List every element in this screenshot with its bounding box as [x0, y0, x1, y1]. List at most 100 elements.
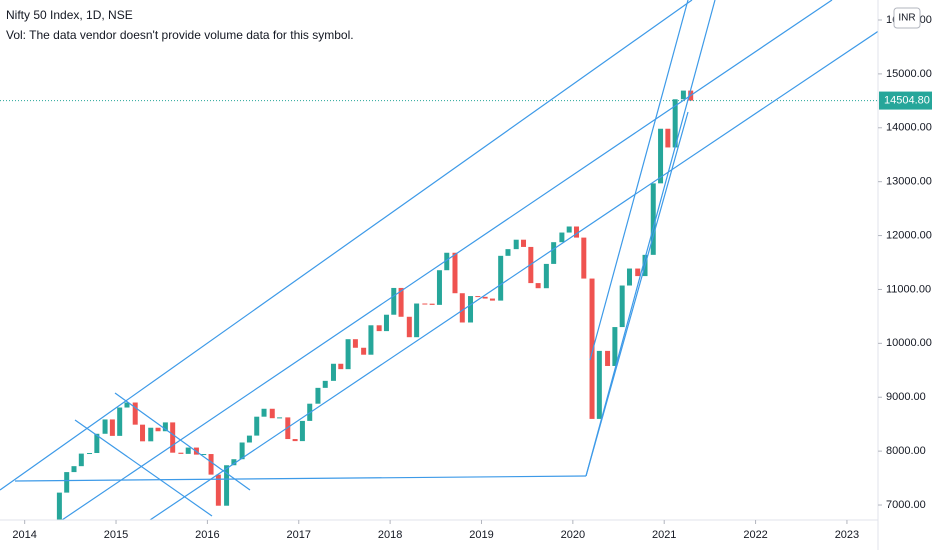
candle [109, 419, 115, 436]
candle [345, 339, 351, 370]
candle [71, 466, 77, 473]
candle [489, 298, 495, 301]
candle [231, 459, 237, 466]
y-tick-label: 8000.00 [886, 445, 926, 457]
candle [535, 283, 541, 289]
candle [672, 99, 678, 148]
candle [208, 454, 214, 475]
candle [612, 327, 618, 366]
candle [277, 417, 283, 419]
candle [521, 239, 527, 247]
y-tick-label: 13000.00 [886, 176, 932, 188]
candle [78, 453, 84, 467]
candle [49, 521, 54, 522]
candle [559, 232, 565, 243]
last-price-label: 14504.80 [884, 94, 930, 106]
x-tick-label: 2021 [652, 529, 676, 541]
candle [322, 380, 328, 388]
plot-area [0, 90, 878, 522]
candle [513, 239, 519, 250]
y-tick-label: 11000.00 [886, 283, 931, 295]
candle [162, 422, 168, 432]
trend-line [149, 30, 878, 520]
trend-lines [0, 0, 878, 520]
candle [566, 226, 572, 233]
candle [574, 226, 580, 238]
currency-box[interactable] [893, 7, 921, 29]
candle [315, 387, 321, 404]
candle [368, 325, 374, 355]
candle [551, 242, 557, 264]
candle [246, 435, 252, 443]
trend-line [114, 392, 251, 491]
candle [124, 402, 130, 408]
candle [596, 350, 602, 419]
trend-line [589, 0, 689, 361]
x-tick-label: 2023 [835, 529, 859, 541]
candle [117, 407, 123, 436]
candle [429, 303, 435, 305]
candle [292, 439, 298, 442]
candle [452, 252, 458, 294]
candle [406, 316, 412, 338]
candle [148, 427, 154, 442]
candle [482, 296, 488, 299]
candle [444, 252, 450, 271]
candle [56, 492, 62, 520]
chart-subtitle: Vol: The data vendor doesn't provide vol… [6, 28, 354, 42]
last-price-box [879, 91, 932, 110]
candle [269, 408, 275, 419]
y-tick-label: 15000.00 [886, 68, 932, 80]
candle [330, 363, 336, 381]
candle [338, 363, 344, 370]
candle [376, 325, 382, 332]
candle [626, 268, 632, 286]
currency-label[interactable]: INR [898, 13, 915, 24]
trend-line [61, 0, 833, 520]
axes: 7000.00 8000.00 9000.00 10000.00 11000.00 120… [12, 14, 932, 541]
candle [215, 474, 221, 506]
candle [543, 263, 549, 289]
x-tick-label: 2016 [195, 529, 219, 541]
candle [414, 303, 420, 338]
candle [680, 90, 686, 100]
candle [361, 347, 367, 355]
candle [581, 237, 587, 279]
trend-line [0, 0, 693, 491]
x-tick-label: 2019 [469, 529, 493, 541]
candle [398, 287, 404, 317]
candle [383, 314, 389, 332]
candle [459, 293, 465, 323]
x-tick-label: 2018 [378, 529, 402, 541]
trend-line [585, 0, 716, 477]
candle [132, 402, 138, 425]
candle [422, 303, 428, 305]
candle [665, 128, 671, 148]
trend-line [14, 475, 587, 482]
candle [635, 268, 641, 277]
y-tick-label: 7000.00 [886, 499, 926, 511]
candle [87, 453, 93, 455]
candle [658, 128, 664, 184]
y-tick-label: 10000.00 [886, 337, 932, 349]
candle [64, 472, 70, 493]
candle [650, 183, 656, 255]
candle [505, 249, 511, 256]
candle [299, 420, 305, 442]
candle [498, 255, 504, 301]
candle [261, 408, 267, 417]
candle [605, 350, 611, 366]
y-tick-label: 14000.00 [886, 122, 932, 134]
trend-line [74, 419, 213, 517]
candle [619, 285, 625, 328]
candle [436, 270, 442, 305]
candle [178, 452, 184, 454]
candle [170, 422, 176, 453]
candle [589, 278, 595, 419]
candle [201, 454, 207, 456]
x-tick-label: 2014 [12, 529, 36, 541]
x-tick-label: 2015 [104, 529, 128, 541]
candle [102, 419, 108, 434]
y-tick-label: 9000.00 [886, 391, 926, 403]
